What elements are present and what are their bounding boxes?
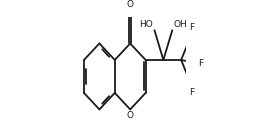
Text: F: F <box>189 23 194 32</box>
Text: O: O <box>127 0 134 9</box>
Text: F: F <box>189 88 194 97</box>
Text: O: O <box>127 111 134 120</box>
Text: OH: OH <box>173 20 187 29</box>
Text: HO: HO <box>139 20 153 29</box>
Text: F: F <box>198 59 203 68</box>
